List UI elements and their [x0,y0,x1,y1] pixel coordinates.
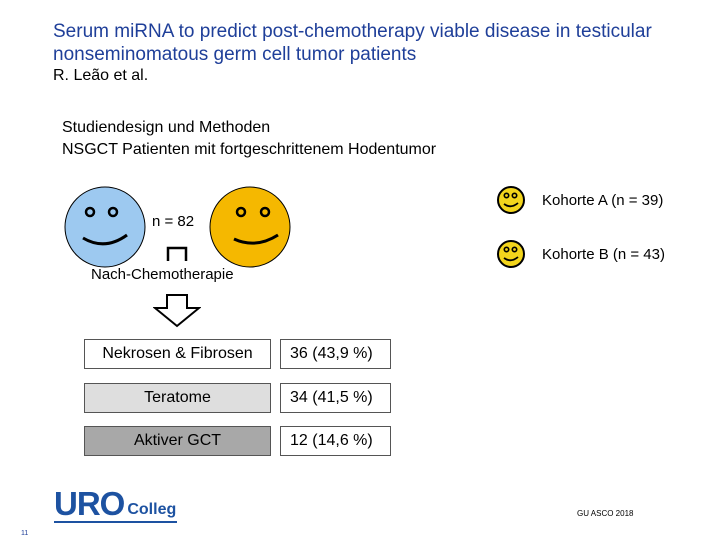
total-n-label: n = 82 [152,213,195,230]
yellow-smiley-icon [209,186,291,268]
result-label-necrosis: Nekrosen & Fibrosen [84,339,271,369]
result-value-necrosis: 36 (43,9 %) [280,339,391,369]
result-label-active-gct: Aktiver GCT [84,426,271,456]
cohort-b-smiley-icon [497,240,525,268]
study-population: NSGCT Patienten mit fortgeschrittenem Ho… [62,141,437,158]
logo-uro-text: URO [54,485,125,522]
urocolleg-logo: URO Colleg [54,487,176,520]
study-heading: Studiendesign und Methoden [62,119,271,136]
logo-underline [54,521,177,523]
study-description: Studiendesign und Methoden NSGCT Patient… [62,117,436,161]
logo-colleg-text: Colleg [127,501,177,518]
result-value-active-gct: 12 (14,6 %) [280,426,391,456]
down-arrow-icon [153,294,201,328]
result-label-teratoma: Teratome [84,383,271,413]
source-label: GU ASCO 2018 [577,509,634,518]
blue-smiley-icon [64,186,146,268]
bracket-icon [166,246,188,261]
slide-title: Serum miRNA to predict post-chemotherapy… [53,21,652,65]
result-value-teratoma: 34 (41,5 %) [280,383,391,413]
post-chemo-label: Nach-Chemotherapie [91,266,234,283]
slide-authors: R. Leão et al. [53,67,149,84]
cohort-b-label: Kohorte B (n = 43) [542,246,665,263]
cohort-a-label: Kohorte A (n = 39) [542,192,664,209]
page-number: 11 [21,530,29,537]
cohort-a-smiley-icon [497,186,525,214]
